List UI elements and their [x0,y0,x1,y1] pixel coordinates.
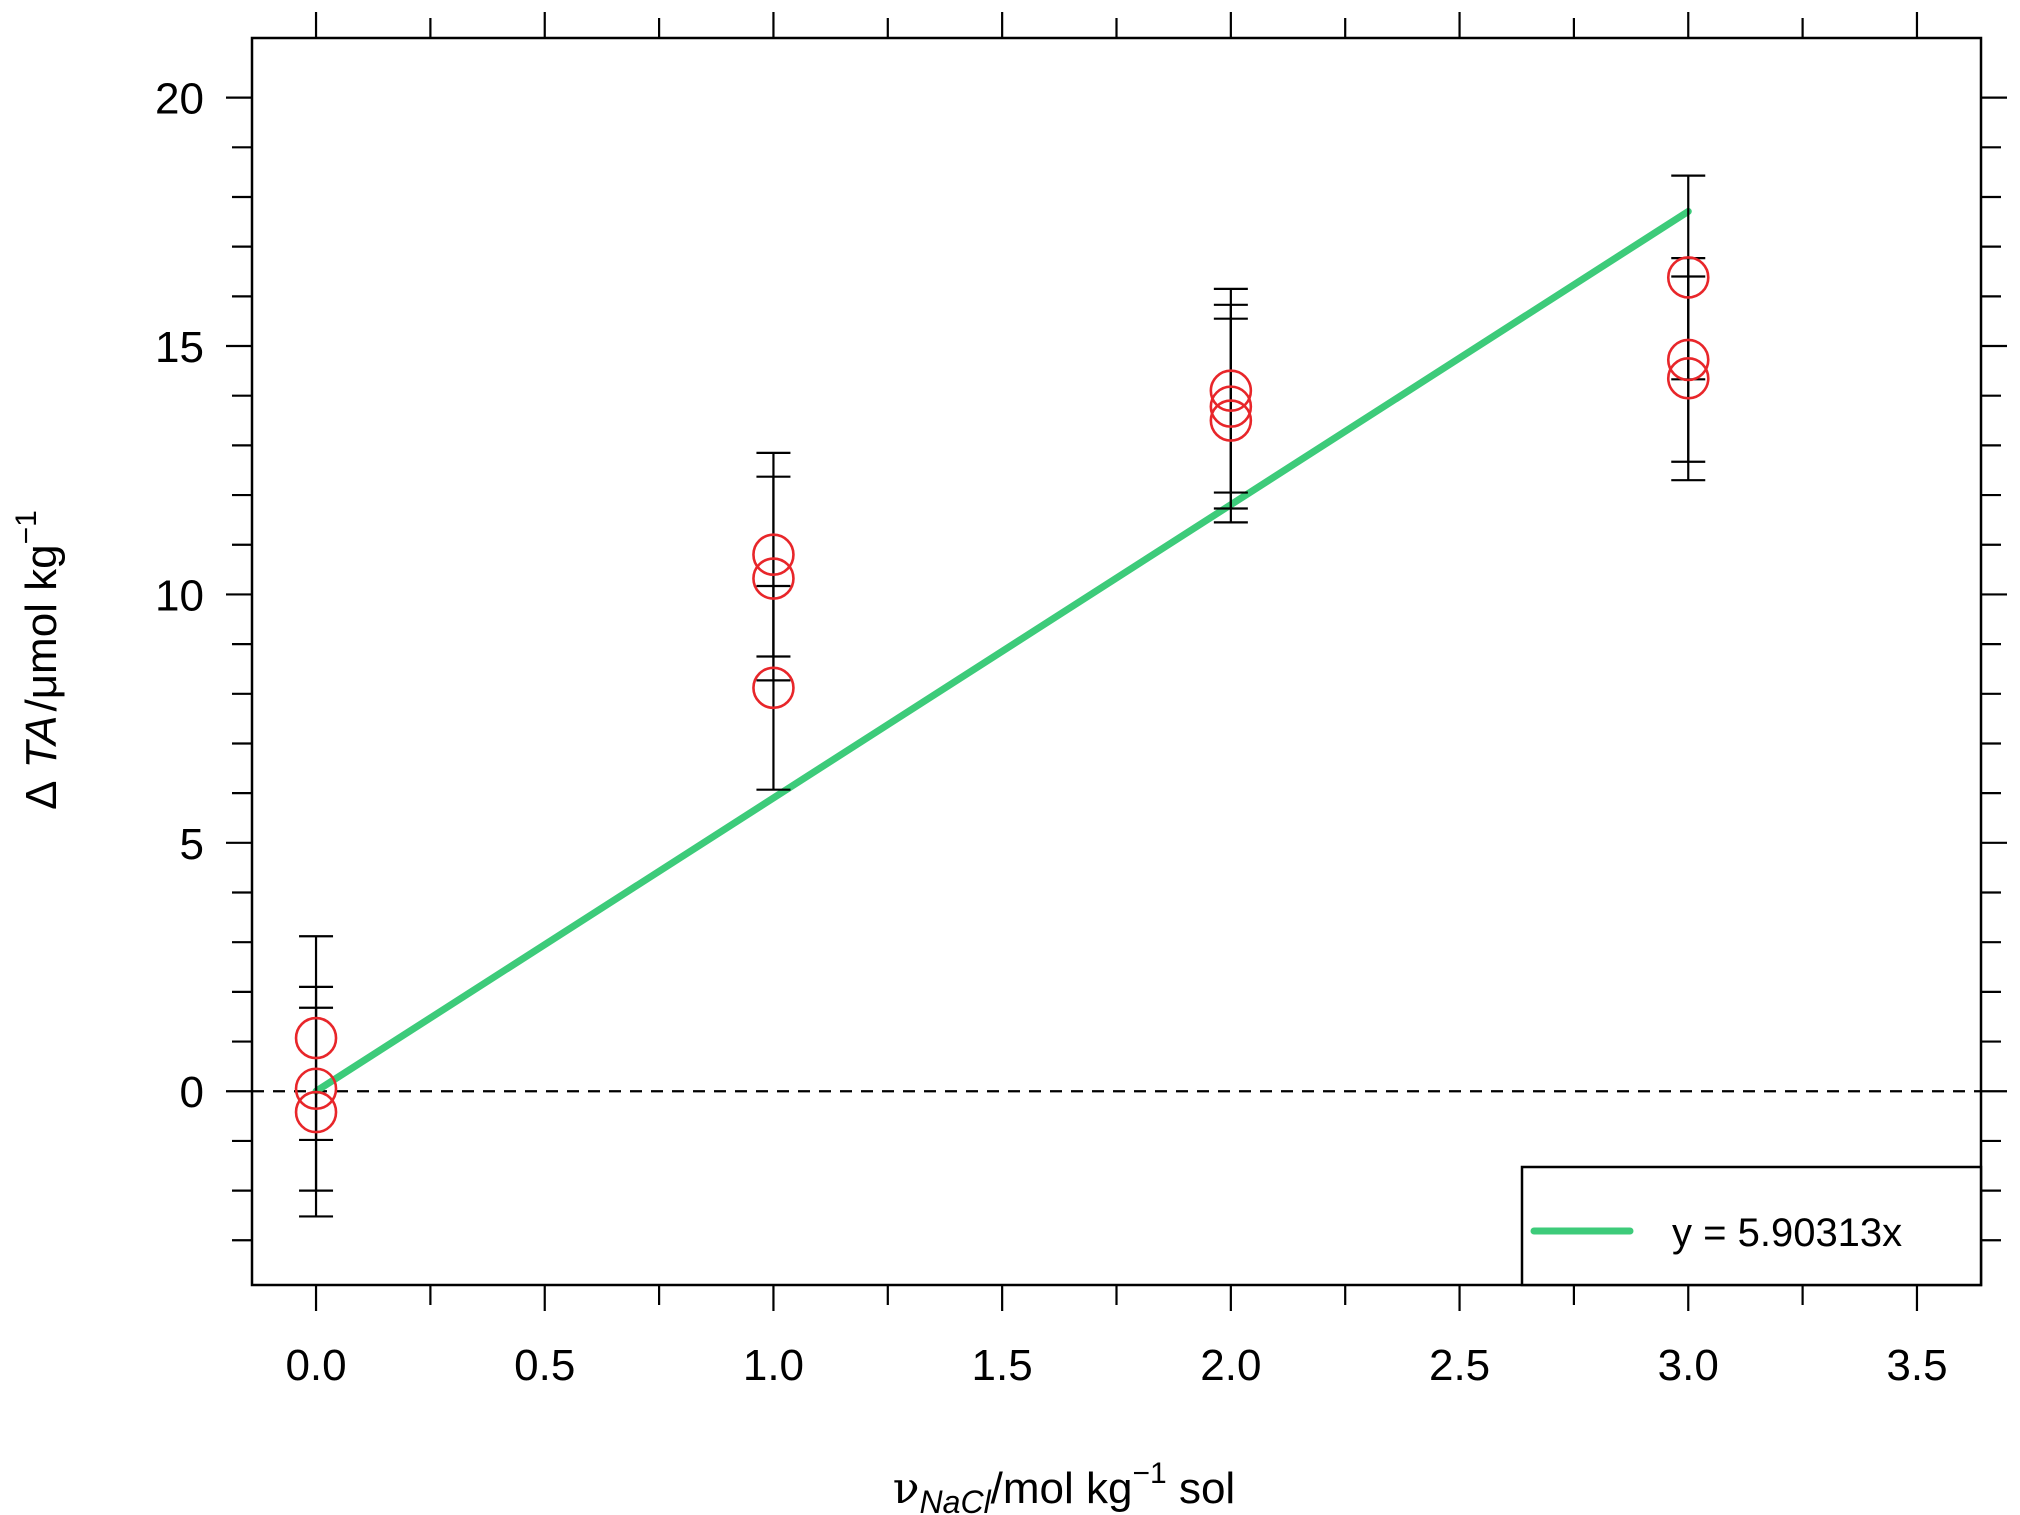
plot-frame [250,36,1983,1287]
x-tick-label: 1.0 [743,1341,804,1390]
legend: y = 5.90313x [1520,1165,1983,1287]
legend-box [1520,1165,1983,1287]
x-tick-label: 0.5 [514,1341,575,1390]
fit-line [312,207,1692,1095]
data-points-layer [294,256,1710,1134]
legend-fit-label: y = 5.90313x [1672,1211,1902,1255]
x-tick-label: 2.5 [1429,1341,1490,1390]
tick-labels-layer: 0.0 0.5 1.0 1.5 2.0 2.5 3.0 3.5 0 5 10 15 20 [155,75,1948,1390]
y-axis-delta: Δ [17,780,66,809]
y-tick-label: 10 [155,571,204,620]
data-point [752,666,795,710]
x-tick-label: 3.0 [1658,1341,1719,1390]
data-point [752,557,795,600]
x-axis-unit-sup: −1 [1133,1457,1167,1490]
data-point [1209,369,1253,413]
x-tick-label: 1.5 [972,1341,1033,1390]
x-tick-label: 2.0 [1200,1341,1261,1390]
x-axis-subscript: NaCl [920,1484,992,1515]
data-point [752,533,795,576]
x-axis-title: νNaCl/mol kg−1 sol [893,1457,1235,1515]
ticks-layer [226,12,2007,1311]
y-tick-label: 20 [155,75,204,124]
y-axis-unit: /μmol kg [17,544,66,711]
data-point [1209,385,1253,428]
data-point [1666,357,1710,400]
x-tick-label: 3.5 [1886,1341,1947,1390]
y-tick-label: 15 [155,323,204,372]
x-tick-label: 0.0 [285,1341,346,1390]
data-point [1666,256,1710,299]
y-tick-label: 0 [180,1068,204,1117]
data-point [1666,338,1710,382]
y-axis-unit-sup: −1 [10,510,43,544]
y-axis-symbol: TA [17,716,66,769]
y-tick-label: 5 [180,820,204,869]
data-point [294,1016,338,1060]
error-bars-layer [299,174,1706,1218]
y-axis-title: Δ TA/μmol kg−1 [10,510,66,810]
x-axis-symbol: ν [893,1463,920,1514]
data-point [294,1067,338,1111]
data-point [294,1090,338,1134]
x-axis-unit-tail: sol [1167,1464,1235,1513]
fit-line-layer [312,207,1692,1095]
data-point [1209,399,1253,442]
x-axis-unit: /mol kg [991,1464,1133,1513]
